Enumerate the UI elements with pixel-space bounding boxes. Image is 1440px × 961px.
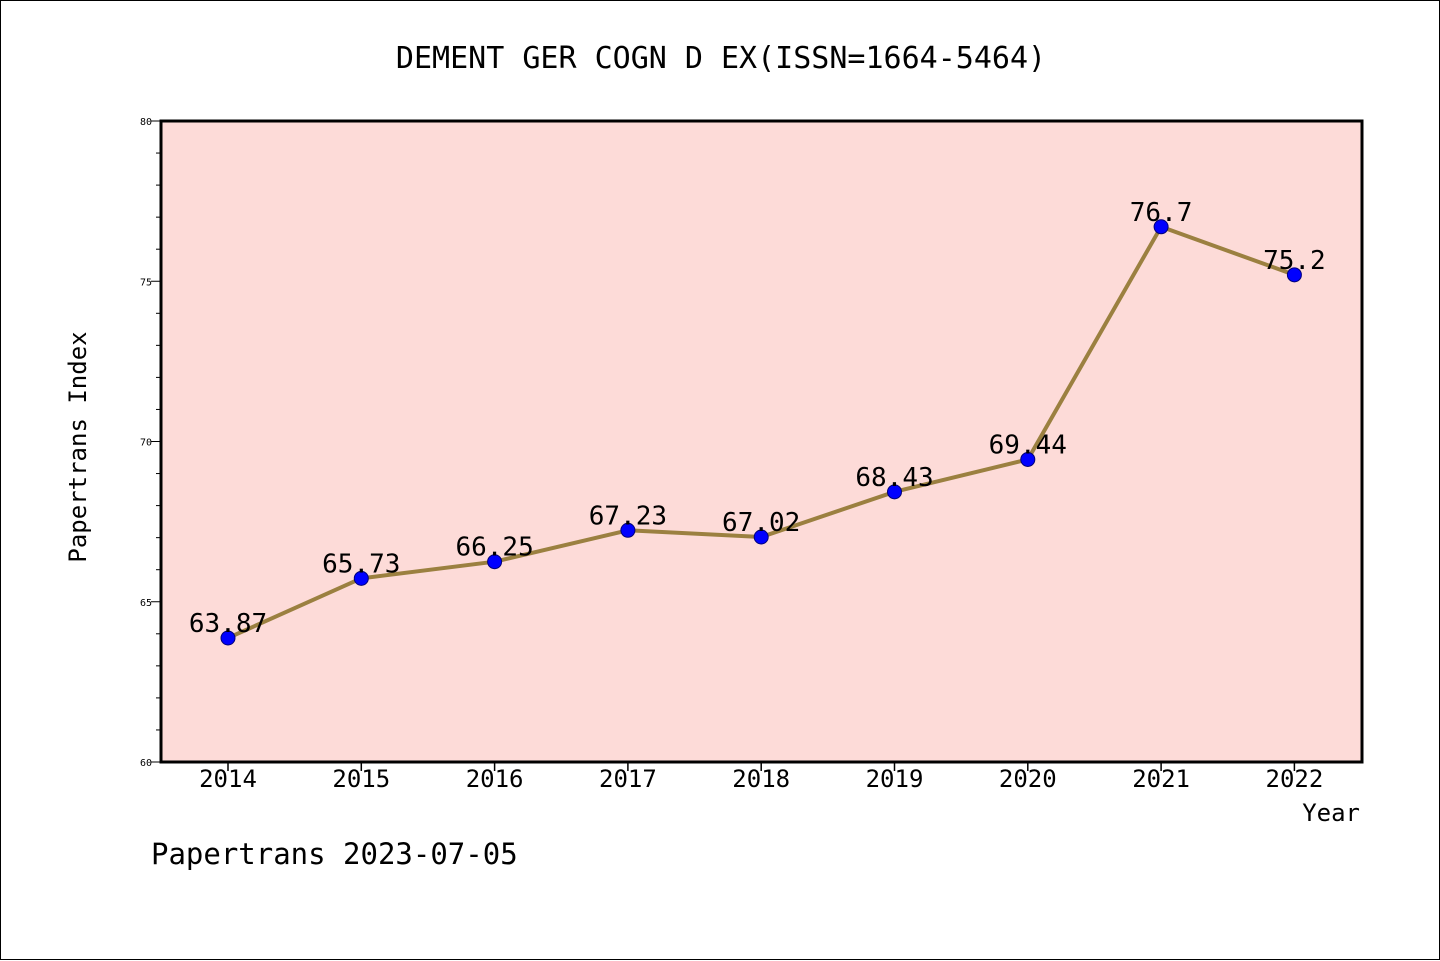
y-axis-label: Papertrans Index [64, 331, 92, 562]
data-label: 76.7 [1130, 198, 1193, 228]
chart-title: DEMENT GER COGN D EX(ISSN=1664-5464) [396, 41, 1046, 76]
data-label: 67.02 [722, 508, 800, 538]
x-tick-label: 2019 [866, 765, 924, 793]
y-tick-label: 75 [140, 277, 152, 288]
plot-border [159, 119, 1364, 764]
data-label: 65.73 [322, 549, 400, 579]
x-tick-label: 2015 [332, 765, 390, 793]
data-point [620, 522, 636, 538]
data-point [887, 484, 902, 500]
footer-credit: Papertrans 2023-07-05 [151, 837, 518, 871]
data-label: 63.87 [189, 609, 267, 639]
data-label: 67.23 [589, 501, 667, 531]
data-point [487, 554, 503, 570]
y-tick-label: 60 [140, 758, 152, 769]
x-tick-label: 2018 [732, 765, 790, 793]
data-label: 75.2 [1263, 246, 1326, 276]
x-axis-label: Year [1302, 799, 1360, 827]
x-tick-label: 2021 [1132, 765, 1190, 793]
x-tick-label: 2020 [999, 765, 1057, 793]
x-axis-ticks: 2014 2015 2016 2017 2018 2019 2020 2021 2022 [199, 762, 1323, 793]
x-tick-label: 2022 [1266, 765, 1324, 793]
data-label: 66.25 [455, 533, 533, 563]
data-point [220, 630, 236, 646]
data-points [220, 219, 1302, 646]
x-tick-label: 2014 [199, 765, 257, 793]
data-point [753, 529, 769, 545]
data-labels: 63.87 65.73 66.25 67.23 67.02 68.43 69.44 76.7 7… [189, 198, 1326, 639]
data-point [1153, 219, 1169, 235]
data-label: 68.43 [855, 463, 933, 493]
y-tick-label: 70 [140, 438, 152, 449]
y-axis-ticks: 60 65 70 75 80 [140, 117, 161, 769]
data-point [353, 570, 369, 586]
x-tick-label: 2016 [466, 765, 524, 793]
x-tick-label: 2017 [599, 765, 657, 793]
data-point [1286, 267, 1302, 283]
data-point [1020, 451, 1036, 467]
y-tick-label: 80 [140, 117, 152, 128]
data-label: 69.44 [989, 430, 1067, 460]
y-tick-label: 65 [140, 598, 152, 609]
